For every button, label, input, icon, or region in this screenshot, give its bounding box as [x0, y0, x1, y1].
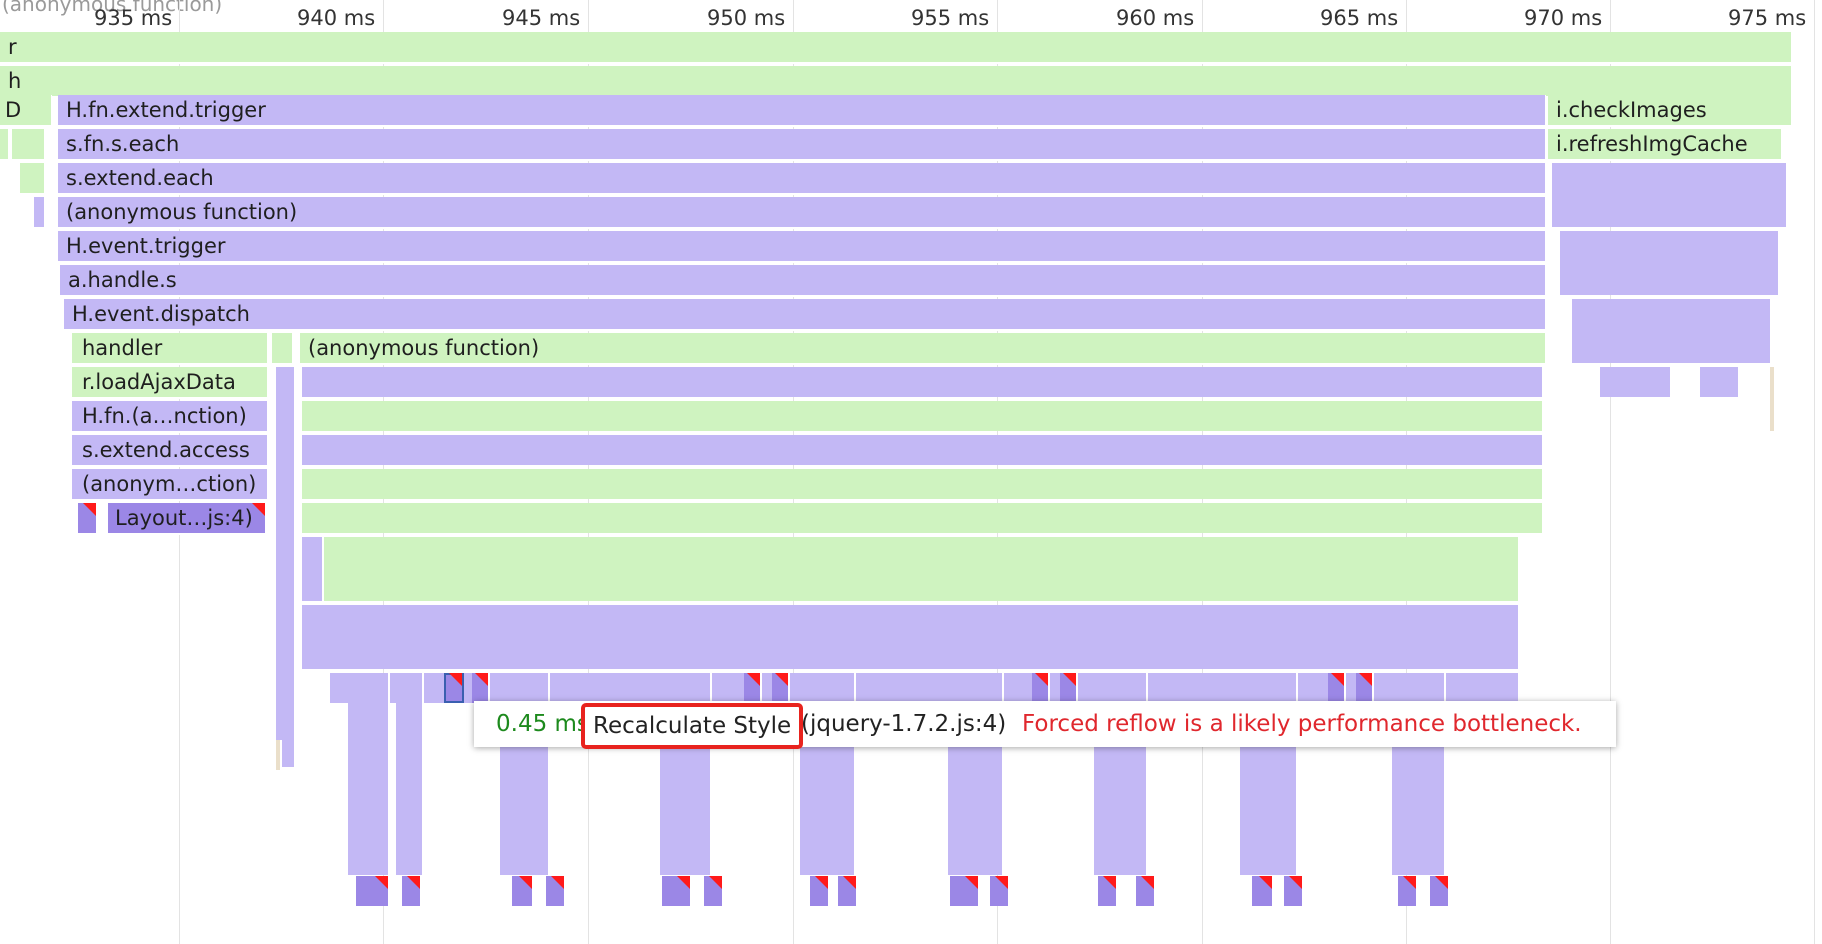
frame-strip[interactable] [0, 129, 10, 159]
ruler-tick: 945 ms [502, 6, 581, 30]
ruler-tick: 950 ms [707, 6, 786, 30]
frame-h[interactable]: h [0, 66, 1792, 98]
frame-check-images[interactable]: i.checkImages [1548, 95, 1792, 127]
frame-refresh-img-cache[interactable]: i.refreshImgCache [1548, 129, 1782, 161]
ruler-tick: 955 ms [911, 6, 990, 30]
grid-line [1814, 0, 1815, 944]
frame-layout[interactable]: Layout…js:4) [108, 503, 266, 535]
time-ruler: (anonymous function) 935 ms 940 ms 945 m… [0, 0, 1822, 32]
frame-strip[interactable] [276, 367, 296, 767]
ruler-tick: 970 ms [1524, 6, 1603, 30]
frame-strip[interactable] [20, 163, 46, 193]
frame-event-dispatch[interactable]: H.event.dispatch [64, 299, 1546, 331]
frame-extend-each[interactable]: s.extend.each [58, 163, 1546, 195]
frame-strip[interactable] [272, 333, 294, 363]
frame-event-trigger[interactable]: H.event.trigger [58, 231, 1546, 263]
layout-event[interactable] [402, 876, 422, 906]
frame-strip[interactable] [348, 673, 390, 875]
frame-strip[interactable] [1572, 299, 1772, 363]
recalculate-style-event[interactable] [444, 673, 464, 703]
grid-line [1610, 0, 1611, 944]
frame-r[interactable]: r [0, 32, 1792, 64]
frame-strip[interactable] [302, 367, 1544, 397]
layout-event[interactable] [1136, 876, 1156, 906]
frame-s-each[interactable]: s.fn.s.each [58, 129, 1546, 161]
layout-event[interactable] [950, 876, 980, 906]
layout-event[interactable] [1356, 673, 1374, 703]
layout-event[interactable] [78, 503, 98, 533]
frame-strip[interactable] [1770, 367, 1776, 431]
frame-anon-function-2[interactable]: (anonymous function) [300, 333, 1546, 365]
frame-d[interactable]: D [0, 95, 52, 127]
layout-event[interactable] [744, 673, 762, 703]
layout-event[interactable] [1284, 876, 1304, 906]
layout-event[interactable] [1098, 876, 1118, 906]
frame-extend-access[interactable]: s.extend.access [72, 435, 268, 467]
event-tooltip: 0.45 ms Recalculate Style (jquery-1.7.2.… [474, 701, 1616, 749]
ruler-tick: 975 ms [1728, 6, 1807, 30]
ruler-tick: 960 ms [1116, 6, 1195, 30]
tooltip-event-name: Recalculate Style [581, 703, 804, 749]
layout-event[interactable] [1328, 673, 1346, 703]
tooltip-duration: 0.45 ms [496, 711, 589, 737]
frame-strip[interactable] [302, 537, 324, 601]
frame-strip[interactable] [302, 401, 1544, 431]
truncated-frame-label: (anonymous function) [2, 0, 223, 16]
layout-event[interactable] [512, 876, 534, 906]
layout-event[interactable] [990, 876, 1010, 906]
frame-strip[interactable] [34, 197, 46, 227]
frame-strip[interactable] [1700, 367, 1740, 397]
frame-strip[interactable] [1560, 231, 1780, 295]
frame-strip[interactable] [12, 129, 46, 159]
layout-event[interactable] [1430, 876, 1450, 906]
frame-anon-truncated[interactable]: (anonym…ction) [72, 469, 268, 501]
frame-strip[interactable] [276, 740, 282, 770]
layout-event[interactable] [662, 876, 692, 906]
ruler-tick: 935 ms [94, 6, 173, 30]
layout-event[interactable] [772, 673, 790, 703]
frame-fn-anon[interactable]: H.fn.(a…nction) [72, 401, 268, 433]
ruler-tick: 965 ms [1320, 6, 1399, 30]
frame-strip[interactable] [302, 605, 1520, 669]
frame-extend-trigger[interactable]: H.fn.extend.trigger [58, 95, 1546, 127]
frame-strip[interactable] [396, 673, 424, 875]
frame-handler[interactable]: handler [72, 333, 268, 365]
frame-strip[interactable] [1600, 367, 1672, 397]
frame-strip[interactable] [302, 435, 1544, 465]
layout-event[interactable] [1252, 876, 1274, 906]
frame-strip[interactable] [302, 469, 1544, 499]
layout-event[interactable] [1032, 673, 1050, 703]
layout-event[interactable] [472, 673, 490, 703]
layout-event[interactable] [546, 876, 566, 906]
tooltip-warning: Forced reflow is a likely performance bo… [1022, 711, 1582, 737]
ruler-tick: 940 ms [297, 6, 376, 30]
layout-event[interactable] [810, 876, 830, 906]
layout-event[interactable] [356, 876, 390, 906]
layout-event[interactable] [1398, 876, 1418, 906]
frame-handle-s[interactable]: a.handle.s [60, 265, 1546, 297]
tooltip-source-location: (jquery-1.7.2.js:4) [801, 711, 1007, 737]
frame-anon-function[interactable]: (anonymous function) [58, 197, 1546, 229]
layout-event[interactable] [1060, 673, 1078, 703]
layout-event[interactable] [838, 876, 858, 906]
frame-strip[interactable] [324, 537, 1520, 601]
frame-load-ajax-data[interactable]: r.loadAjaxData [72, 367, 268, 399]
layout-event[interactable] [704, 876, 724, 906]
frame-strip[interactable] [1552, 163, 1788, 227]
frame-strip[interactable] [302, 503, 1544, 533]
